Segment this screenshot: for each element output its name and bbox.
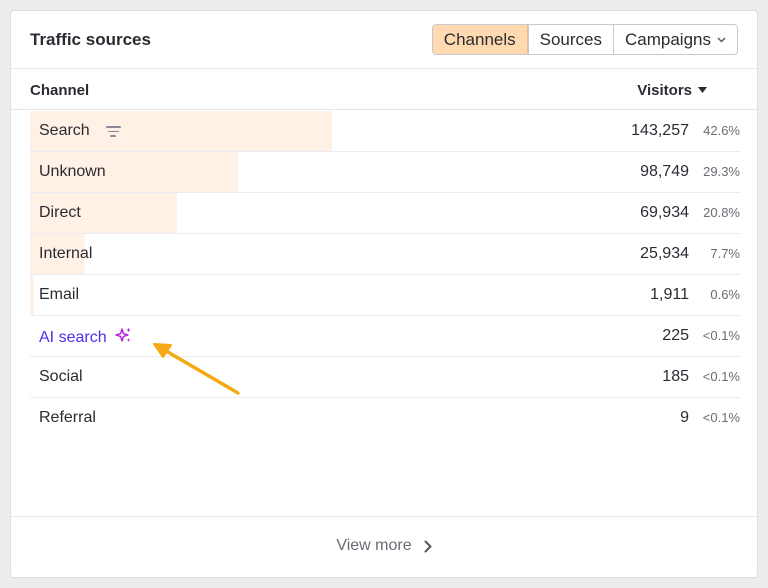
- table-row[interactable]: AI search 225 <0.1%: [30, 316, 740, 357]
- row-percent: <0.1%: [702, 328, 740, 343]
- table-header: Channel Visitors: [11, 69, 757, 110]
- caret-down-icon: [698, 85, 707, 96]
- table-row[interactable]: Direct 69,934 20.8%: [30, 193, 740, 234]
- row-visitors: 9: [680, 409, 689, 426]
- row-label: Referral: [39, 409, 96, 427]
- row-label-text: AI search: [39, 329, 107, 346]
- sparkle-icon: [114, 327, 132, 349]
- row-percent: 42.6%: [703, 123, 740, 138]
- table-row[interactable]: Email 1,911 0.6%: [30, 275, 740, 316]
- row-label-text: Referral: [39, 409, 96, 426]
- traffic-sources-card: Traffic sources Channels Sources Campaig…: [10, 10, 758, 578]
- row-label-text: Social: [39, 368, 83, 385]
- row-label: Unknown: [39, 163, 106, 181]
- row-label-text: Direct: [39, 204, 81, 221]
- filter-icon[interactable]: [105, 126, 121, 137]
- row-visitors: 143,257: [631, 122, 689, 139]
- tab-campaigns[interactable]: Campaigns: [613, 25, 737, 54]
- row-label: Search: [39, 122, 121, 140]
- tab-sources-label: Sources: [539, 29, 602, 49]
- share-bar: [30, 111, 332, 151]
- row-visitors: 1,911: [650, 286, 689, 303]
- card-header: Traffic sources Channels Sources Campaig…: [11, 11, 757, 69]
- table-row[interactable]: Internal 25,934 7.7%: [30, 234, 740, 275]
- row-percent: <0.1%: [702, 410, 740, 425]
- tab-sources[interactable]: Sources: [527, 25, 613, 54]
- tab-channels-label: Channels: [443, 29, 516, 49]
- row-percent: <0.1%: [702, 369, 740, 384]
- row-label: AI search: [39, 327, 132, 349]
- row-label: Email: [39, 286, 79, 304]
- row-label-text: Search: [39, 122, 90, 139]
- card-footer: View more: [11, 516, 757, 577]
- table-row[interactable]: Social 185 <0.1%: [30, 357, 740, 398]
- column-header-channel: Channel: [30, 82, 90, 99]
- column-header-visitors-label: Visitors: [637, 82, 692, 99]
- row-label: Social: [39, 368, 83, 386]
- channel-table: Search 143,257 42.6% Unknown 98,749 29.3…: [30, 111, 740, 439]
- table-row[interactable]: Referral 9 <0.1%: [30, 398, 740, 439]
- share-bar: [30, 275, 35, 315]
- tab-channels[interactable]: Channels: [432, 25, 528, 54]
- table-row[interactable]: Search 143,257 42.6%: [30, 111, 740, 152]
- row-label: Internal: [39, 245, 92, 263]
- row-percent: 7.7%: [710, 246, 740, 261]
- row-percent: 20.8%: [703, 205, 740, 220]
- column-header-visitors[interactable]: Visitors: [637, 82, 707, 99]
- chevron-down-icon: [717, 34, 726, 46]
- view-more-button[interactable]: View more: [336, 537, 432, 555]
- row-label-text: Email: [39, 286, 80, 303]
- row-label-text: Internal: [39, 245, 93, 262]
- row-visitors: 225: [662, 327, 689, 344]
- view-more-label: View more: [336, 537, 412, 554]
- share-bar: [30, 234, 85, 274]
- row-visitors: 69,934: [640, 204, 689, 221]
- share-bar: [30, 152, 238, 192]
- row-visitors: 25,934: [640, 245, 689, 262]
- card-title: Traffic sources: [30, 30, 151, 49]
- row-percent: 0.6%: [710, 287, 740, 302]
- row-visitors: 98,749: [640, 163, 689, 180]
- row-label: Direct: [39, 204, 81, 222]
- view-tabs: Channels Sources Campaigns: [431, 24, 738, 55]
- row-label-text: Unknown: [39, 163, 106, 180]
- tab-campaigns-label: Campaigns: [625, 29, 711, 49]
- chevron-right-icon: [424, 540, 432, 553]
- row-visitors: 185: [662, 368, 689, 385]
- table-row[interactable]: Unknown 98,749 29.3%: [30, 152, 740, 193]
- share-bar: [30, 193, 178, 233]
- row-percent: 29.3%: [703, 164, 740, 179]
